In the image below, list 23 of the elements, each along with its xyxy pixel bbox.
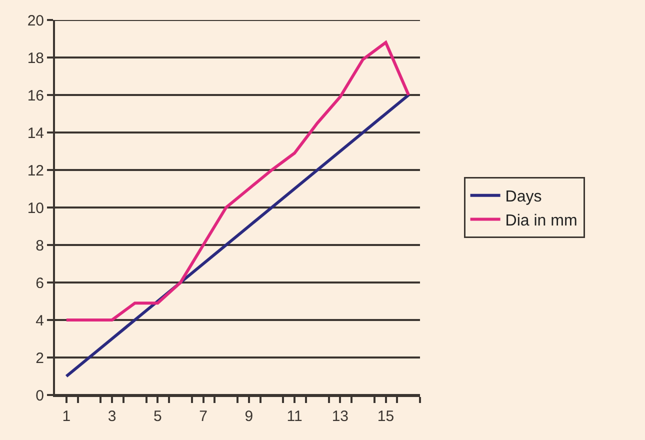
x-tick-label: 3	[108, 408, 116, 425]
line-series	[64, 41, 410, 322]
y-tick-label: 8	[36, 237, 44, 254]
x-tick-label: 11	[286, 408, 302, 425]
x-tick-label: 9	[244, 408, 254, 425]
y-tick-label: 10	[27, 200, 44, 217]
y-tick-label: 12	[27, 162, 44, 180]
legend-label: Dia in mm	[505, 212, 578, 230]
y-tick-label: 2	[36, 350, 44, 367]
x-tick-label: 5	[153, 408, 162, 425]
y-tick-label: 14	[27, 124, 44, 142]
line-series	[64, 94, 410, 378]
y-tick-label: 16	[27, 87, 44, 104]
x-tick-label: 1	[62, 408, 71, 425]
y-tick-label: 18	[27, 50, 44, 67]
legend-label: Days	[505, 188, 542, 206]
x-tick-label: 7	[199, 408, 208, 425]
x-tick-label: 13	[332, 408, 349, 425]
x-tick-label: 15	[377, 408, 394, 425]
y-tick-label: 4	[36, 312, 44, 330]
y-tick-label: 6	[36, 274, 44, 292]
y-tick-label: 20	[27, 12, 44, 30]
y-tick-label: 0	[36, 387, 44, 404]
